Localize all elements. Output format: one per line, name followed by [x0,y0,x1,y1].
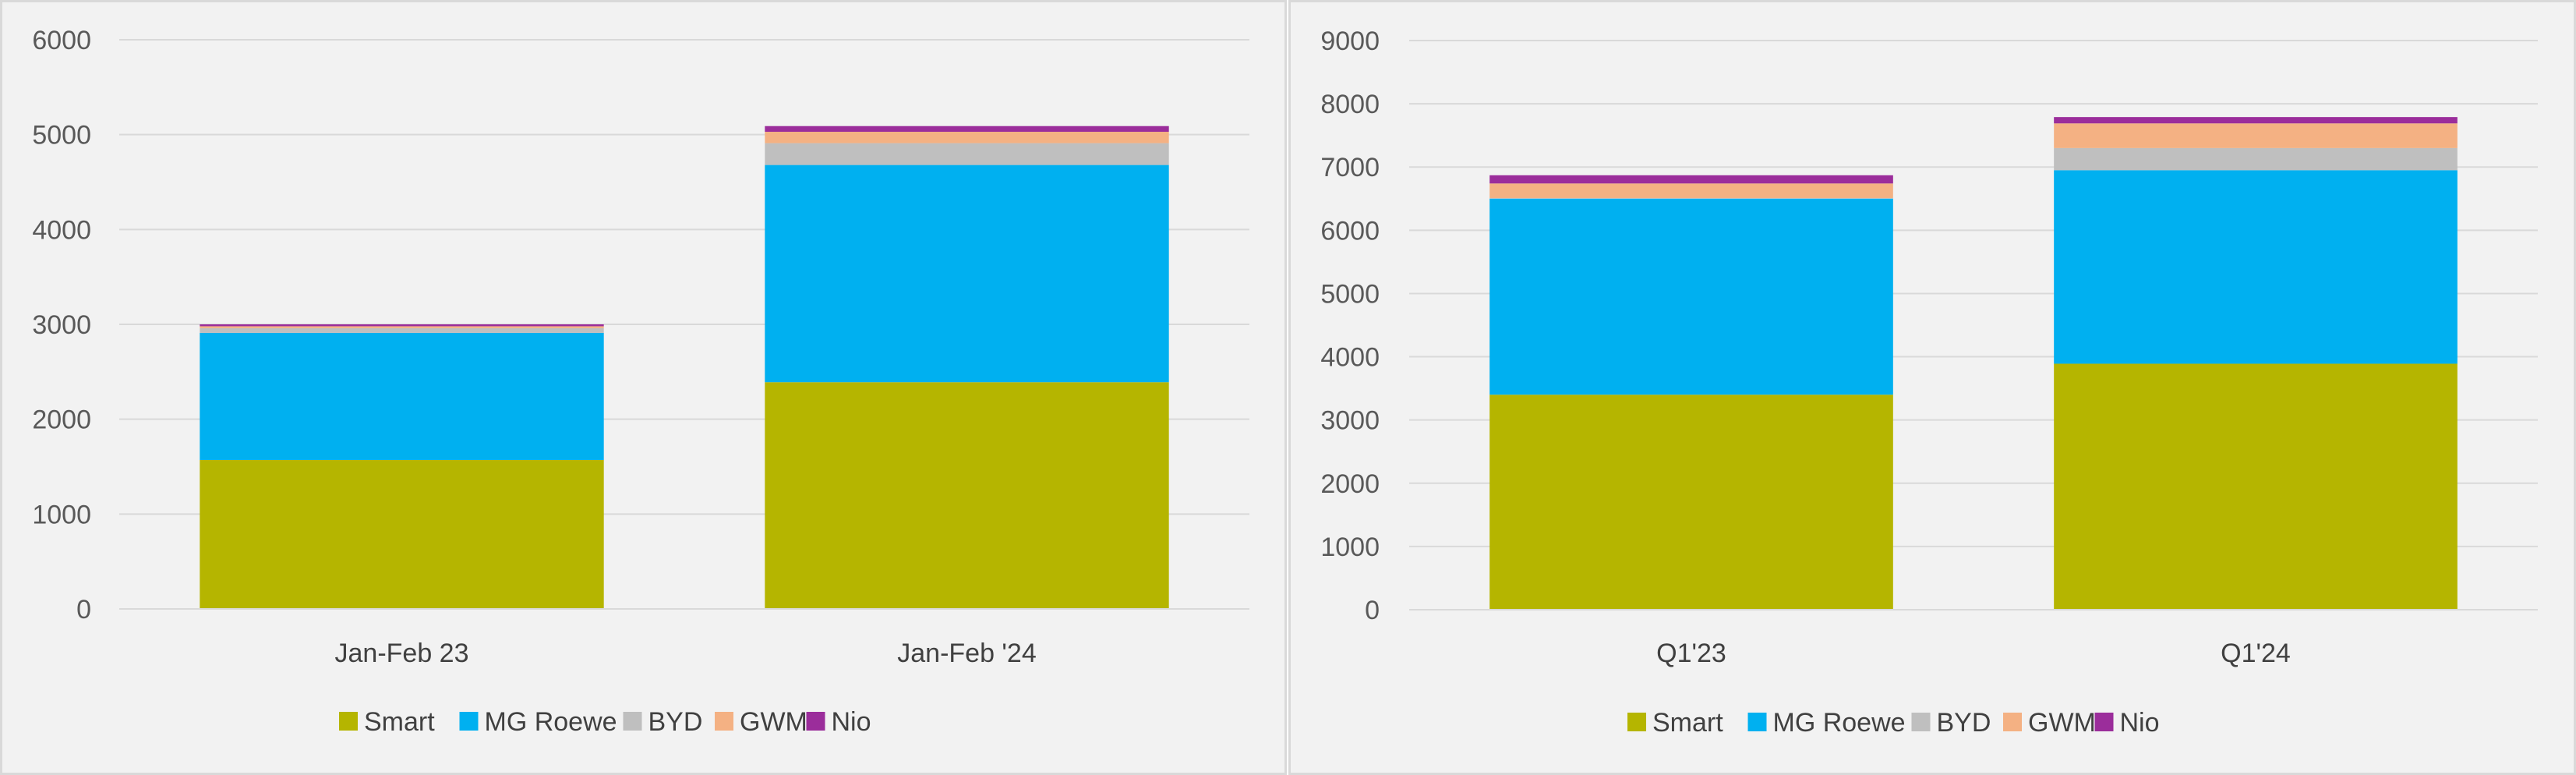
bar-segment-smart [2054,363,2458,610]
y-tick-label: 6000 [32,26,91,55]
y-tick-label: 6000 [1320,216,1380,246]
chart-panel-left: 0 1000 2000 3000 4000 5000 6000 Jan-Feb 23 Jan-F… [0,0,1287,775]
legend-swatch-mg-roewe [1747,713,1767,731]
legend-label-gwm: GWM [740,707,807,737]
y-tick-label: 1000 [32,500,91,529]
y-tick-label: 7000 [1320,153,1380,182]
bar-segment-smart [1489,395,1893,610]
bar-segment-mg-roewe [765,165,1169,383]
legend-swatch-nio [806,712,825,731]
x-category-label: Jan-Feb 23 [335,639,469,668]
bar-segment-byd [1489,197,1893,199]
legend-swatch-smart [1627,713,1646,731]
legend-swatch-gwm [2003,713,2022,731]
x-category-label: Q1'24 [2221,639,2291,668]
bar-segment-nio [2054,117,2458,124]
legend-swatch-smart [339,712,358,731]
legend-label-smart: Smart [364,707,435,737]
legend-swatch-byd [623,712,642,731]
legend-label-nio: Nio [2120,708,2160,738]
y-tick-label: 0 [76,595,91,625]
legend-label-nio: Nio [832,707,871,737]
y-tick-label: 3000 [1320,406,1380,436]
bar-segment-smart [765,382,1169,609]
bar-segment-mg-roewe [200,332,604,460]
y-tick-label: 9000 [1320,27,1380,56]
y-tick-label: 0 [1365,596,1380,625]
y-tick-label: 3000 [32,310,91,340]
legend-swatch-gwm [715,712,733,731]
legend-swatch-nio [2094,713,2114,731]
legend-label-mg-roewe: MG Roewe [485,707,617,737]
y-tick-label: 2000 [1320,469,1380,499]
bar-segment-nio [200,324,604,327]
y-tick-label: 8000 [1320,90,1380,119]
stacked-bar-chart-left: 0 1000 2000 3000 4000 5000 6000 Jan-Feb 23 Jan-F… [32,26,1249,737]
bar-segment-gwm [200,326,604,328]
legend-label-smart: Smart [1652,708,1723,738]
y-tick-label: 5000 [32,121,91,150]
y-tick-label: 4000 [1320,343,1380,373]
bar-segment-nio [1489,175,1893,184]
bar-segment-gwm [1489,183,1893,198]
legend-label-gwm: GWM [2028,708,2096,738]
bar-segment-byd [765,143,1169,165]
bar-segment-gwm [765,132,1169,143]
legend-label-mg-roewe: MG Roewe [1773,708,1906,738]
y-tick-label: 1000 [1320,533,1380,562]
bar-segment-mg-roewe [1489,198,1893,395]
y-tick-label: 4000 [32,215,91,245]
legend-swatch-byd [1911,713,1931,731]
bar-segment-mg-roewe [2054,170,2458,364]
legend-label-byd: BYD [1937,708,1991,738]
y-tick-label: 2000 [32,405,91,435]
bar-segment-gwm [2054,123,2458,148]
x-category-label: Q1'23 [1656,639,1726,668]
x-category-label: Jan-Feb '24 [897,639,1036,668]
bar-segment-byd [2054,147,2458,171]
chart-panel-right: 0 1000 2000 3000 4000 5000 6000 7000 8000 9000 Q1'… [1288,0,2576,775]
bar-segment-byd [200,327,604,333]
bar-segment-smart [200,459,604,609]
bar-segment-nio [765,126,1169,133]
legend-swatch-mg-roewe [459,712,479,731]
y-tick-label: 5000 [1320,279,1380,309]
legend-label-byd: BYD [648,707,703,737]
stacked-bar-chart-right: 0 1000 2000 3000 4000 5000 6000 7000 8000 9000 Q1'… [1320,27,2538,738]
